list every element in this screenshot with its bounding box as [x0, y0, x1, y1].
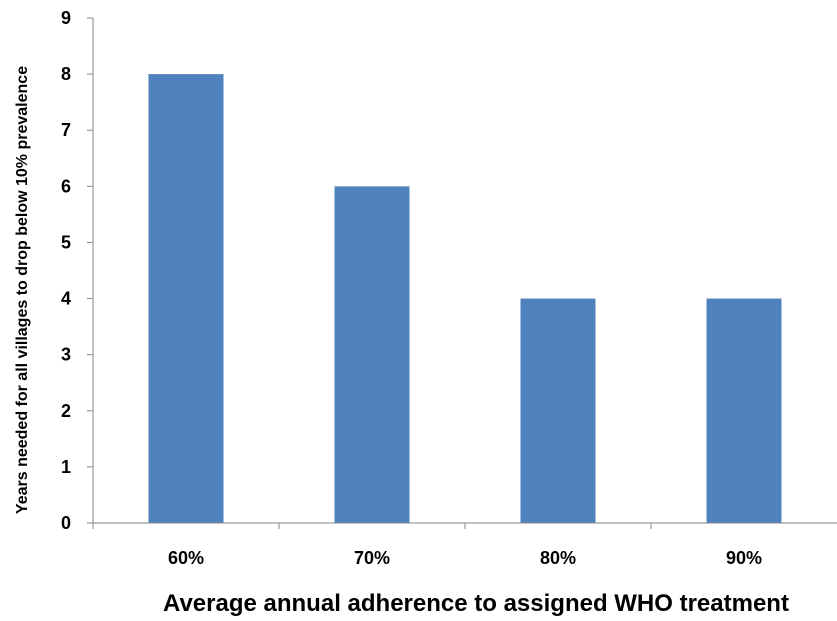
bar — [334, 186, 410, 524]
y-tick-label: 8 — [61, 64, 71, 84]
y-tick-label: 7 — [61, 120, 71, 140]
x-tick-label: 70% — [354, 548, 390, 568]
bar — [706, 298, 782, 523]
x-axis-ticks: 60% 70% 80% 90% — [92, 523, 762, 568]
x-tick-label: 80% — [540, 548, 576, 568]
x-axis-title: Average annual adherence to assigned WHO… — [163, 590, 789, 617]
y-axis-title: Years needed for all villages to drop be… — [14, 66, 31, 514]
y-tick-label: 5 — [61, 232, 71, 252]
y-tick-label: 6 — [61, 176, 71, 196]
y-tick-label: 1 — [61, 457, 71, 477]
x-tick-label: 60% — [168, 548, 204, 568]
bar — [520, 298, 596, 523]
y-tick-label: 9 — [61, 8, 71, 28]
y-tick-label: 0 — [61, 513, 71, 533]
x-tick-label: 90% — [726, 548, 762, 568]
y-axis-ticks: 0 1 2 3 4 5 6 7 8 9 — [61, 8, 93, 533]
y-tick-label: 4 — [61, 289, 71, 309]
y-tick-label: 2 — [61, 401, 71, 421]
y-tick-label: 3 — [61, 345, 71, 365]
bar — [148, 74, 224, 523]
bars — [148, 74, 782, 524]
